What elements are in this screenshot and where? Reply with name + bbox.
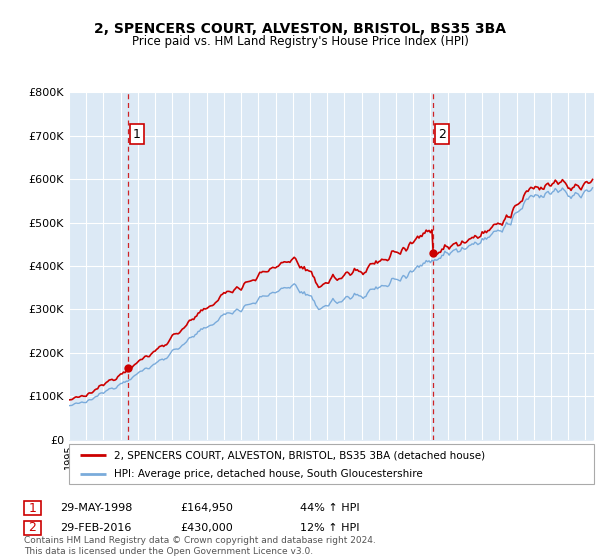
Text: 44% ↑ HPI: 44% ↑ HPI: [300, 503, 359, 514]
Text: £430,000: £430,000: [180, 522, 233, 533]
Text: 29-MAY-1998: 29-MAY-1998: [60, 503, 133, 514]
Text: 2: 2: [439, 128, 446, 141]
Text: Price paid vs. HM Land Registry's House Price Index (HPI): Price paid vs. HM Land Registry's House …: [131, 35, 469, 48]
Text: 29-FEB-2016: 29-FEB-2016: [60, 522, 131, 533]
Text: £164,950: £164,950: [180, 503, 233, 514]
Text: 1: 1: [133, 128, 141, 141]
Text: HPI: Average price, detached house, South Gloucestershire: HPI: Average price, detached house, Sout…: [113, 469, 422, 479]
Text: 12% ↑ HPI: 12% ↑ HPI: [300, 522, 359, 533]
Text: Contains HM Land Registry data © Crown copyright and database right 2024.
This d: Contains HM Land Registry data © Crown c…: [24, 536, 376, 556]
Text: 2, SPENCERS COURT, ALVESTON, BRISTOL, BS35 3BA: 2, SPENCERS COURT, ALVESTON, BRISTOL, BS…: [94, 22, 506, 36]
Text: 2, SPENCERS COURT, ALVESTON, BRISTOL, BS35 3BA (detached house): 2, SPENCERS COURT, ALVESTON, BRISTOL, BS…: [113, 450, 485, 460]
Text: 2: 2: [28, 521, 37, 534]
Text: 1: 1: [28, 502, 37, 515]
